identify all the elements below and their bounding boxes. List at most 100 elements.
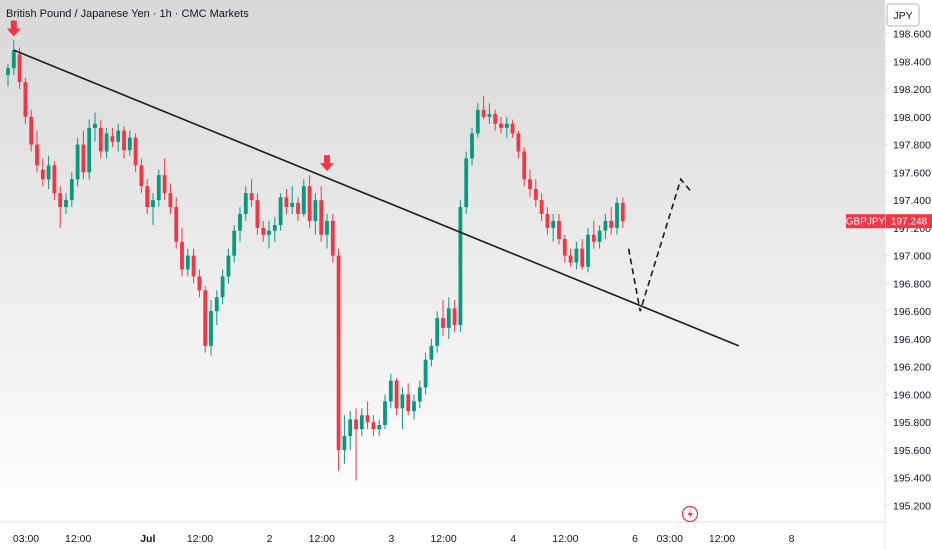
y-tick-label: 195.600	[893, 445, 931, 457]
candle-body	[116, 130, 121, 142]
plot-area	[0, 0, 885, 522]
candle	[609, 207, 614, 235]
x-tick-label: 03:00	[657, 533, 683, 545]
candle-body	[412, 401, 416, 412]
candle	[284, 188, 289, 214]
candle	[417, 380, 422, 409]
candle-body	[52, 165, 57, 194]
candle	[35, 130, 39, 173]
candle-body	[359, 415, 364, 430]
candle-body	[516, 133, 521, 152]
candle	[470, 127, 474, 166]
y-tick-label: 198.000	[893, 112, 931, 124]
candle	[301, 179, 306, 217]
candle	[481, 95, 486, 120]
candle-body	[528, 179, 532, 189]
candle-body	[122, 130, 126, 151]
candle-body	[11, 50, 16, 69]
candle	[516, 130, 521, 159]
candle	[574, 241, 579, 270]
currency-button[interactable]: JPY	[886, 3, 920, 27]
y-tick-label: 198.400	[893, 56, 931, 68]
candle	[435, 311, 440, 353]
x-tick-label: 12:00	[430, 533, 456, 545]
price-tag-bg	[886, 214, 932, 229]
y-tick-label: 197.000	[893, 251, 931, 263]
candle-body	[17, 54, 22, 83]
candle	[40, 158, 45, 187]
candle	[406, 383, 411, 416]
candle	[23, 77, 28, 124]
candle-body	[307, 186, 312, 221]
candle-body	[64, 200, 68, 208]
candle	[545, 207, 550, 235]
candle	[174, 197, 179, 249]
candle-body	[348, 419, 353, 437]
candle	[533, 179, 538, 208]
candle	[568, 248, 573, 267]
candle	[487, 102, 492, 124]
candle-body	[232, 230, 237, 256]
candle-body	[615, 202, 619, 228]
x-tick-label: 2	[267, 533, 273, 545]
y-tick-label: 197.600	[893, 167, 931, 179]
candle-body	[93, 123, 97, 128]
candle-body	[29, 116, 34, 145]
x-tick-label: 12:00	[552, 533, 578, 545]
candle	[615, 197, 619, 235]
candle	[180, 227, 184, 277]
y-tick-label: 196.800	[893, 278, 931, 290]
candle-body	[284, 197, 289, 208]
candle	[423, 352, 428, 395]
candle-body	[423, 359, 428, 388]
drawings	[13, 49, 740, 347]
last-price-tag: GBPJPY 197.248	[846, 214, 932, 229]
candle	[510, 119, 515, 138]
trendline	[13, 49, 740, 347]
candle	[151, 193, 155, 226]
candle-body	[133, 137, 138, 166]
candle-body	[620, 202, 625, 222]
candle-body	[533, 188, 538, 201]
candle	[586, 227, 590, 273]
candle	[46, 155, 51, 189]
candle	[429, 338, 434, 367]
candle-body	[145, 186, 150, 208]
candle-body	[609, 220, 614, 228]
events-icon[interactable]	[681, 505, 699, 523]
x-tick-label: 4	[510, 533, 516, 545]
y-tick-label: 198.600	[893, 29, 931, 41]
candle	[452, 300, 457, 332]
candle	[162, 158, 167, 201]
x-tick-label: 12:00	[709, 533, 735, 545]
candle	[116, 123, 121, 152]
candle-body	[394, 380, 399, 409]
candle	[551, 213, 556, 242]
candle	[127, 130, 132, 156]
candle-body	[35, 144, 39, 166]
candle-body	[185, 255, 190, 270]
candle-body	[417, 387, 422, 402]
candle-body	[487, 114, 492, 117]
candle-body	[220, 276, 225, 298]
candle	[597, 225, 602, 249]
candle	[325, 213, 329, 249]
candle	[11, 40, 16, 76]
candle	[383, 394, 387, 430]
candle	[249, 179, 254, 208]
candle-body	[545, 213, 550, 228]
candle	[255, 193, 260, 235]
candle-body	[458, 207, 463, 326]
candle	[557, 213, 561, 245]
candle	[371, 415, 376, 437]
candle	[226, 248, 231, 284]
x-tick-label: Jul	[140, 533, 155, 545]
candle	[156, 169, 161, 208]
candle	[87, 119, 92, 180]
candle-body	[365, 415, 370, 423]
candle	[446, 297, 451, 339]
candles	[6, 40, 625, 481]
candle	[220, 269, 225, 305]
